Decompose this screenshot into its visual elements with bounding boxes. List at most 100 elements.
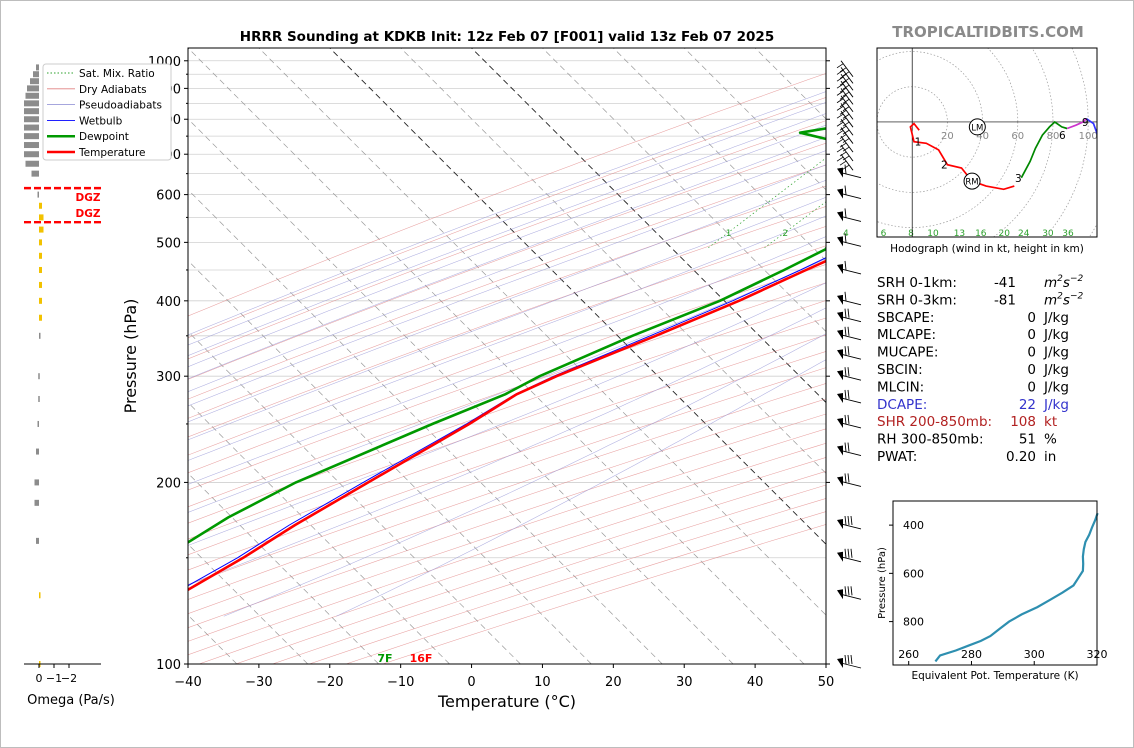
omega-bar <box>39 592 41 599</box>
pseudoadiabat-line <box>188 307 826 585</box>
barb-flag <box>847 414 850 425</box>
mixing-ratio-line <box>959 48 1133 248</box>
theta-e-xtick-label: 320 <box>1087 648 1108 661</box>
index-label: MLCIN: <box>877 379 924 395</box>
barb-flag <box>847 515 850 526</box>
x-tick-label: −30 <box>245 675 272 690</box>
omega-tick-label: 0 <box>36 672 43 685</box>
isotherm-line <box>188 260 592 664</box>
index-value: -81 <box>994 292 1016 308</box>
isotherm-line <box>188 472 379 664</box>
barb-pennant <box>837 188 843 199</box>
omega-bar <box>39 252 42 259</box>
barb-flag <box>836 138 844 144</box>
barb-flag <box>842 138 850 143</box>
barb-flag <box>836 156 844 162</box>
omega-tick-label: −1 <box>46 672 62 685</box>
omega-bar <box>39 239 42 246</box>
index-label: MUCAPE: <box>877 345 938 361</box>
barb-pennant <box>837 417 843 428</box>
omega-bar <box>34 499 39 506</box>
wind-barb <box>836 135 854 153</box>
legend-label: Dewpoint <box>79 131 129 143</box>
barb-pennant <box>837 211 843 222</box>
hodograph-height-label: 6 <box>1059 130 1066 142</box>
index-label: SRH 0-3km: <box>877 292 957 308</box>
x-axis-label: Temperature (°C) <box>437 692 576 711</box>
barb-flag <box>839 110 847 115</box>
dry-adiabat-line <box>199 457 826 664</box>
theta-e-profile <box>934 512 1099 663</box>
isotherm-line <box>542 48 826 333</box>
pseudoadiabat-line <box>188 179 826 423</box>
wind-barb <box>836 60 854 78</box>
hodograph-height-label: 3 <box>1015 173 1022 185</box>
x-tick-label: 0 <box>467 675 475 690</box>
x-tick-label: 10 <box>534 675 551 690</box>
wind-barb <box>836 153 854 171</box>
omega-bar <box>31 170 39 177</box>
barb-flag <box>836 70 844 75</box>
dry-adiabat-line <box>188 334 826 556</box>
barb-flag <box>842 78 850 83</box>
omega-bar <box>38 395 40 402</box>
dry-adiabat-line <box>235 471 826 664</box>
barb-flag <box>842 155 850 161</box>
barb-flag <box>850 548 853 558</box>
pseudoadiabat-line <box>188 164 826 407</box>
barb-flag <box>842 121 850 127</box>
barb-flag <box>847 548 850 558</box>
legend-label: Wetbulb <box>79 115 123 127</box>
dry-adiabat-line <box>188 226 826 456</box>
barb-flag <box>850 586 853 596</box>
index-label: RH 300-850mb: <box>877 432 984 448</box>
index-unit: m2s−2 <box>1044 291 1083 308</box>
surface-temperature-label: 16F <box>410 652 433 665</box>
index-label: PWAT: <box>877 449 917 465</box>
barb-flag <box>844 260 847 271</box>
pseudoadiabat-line <box>188 236 826 485</box>
barb-flag <box>850 515 853 526</box>
pseudoadiabat-line <box>188 91 826 336</box>
dry-adiabat-line <box>188 73 826 317</box>
omega-bar <box>30 78 39 85</box>
mixing-ratio-line <box>824 246 826 248</box>
wind-barb <box>837 654 862 669</box>
hodograph-frame <box>876 47 1098 238</box>
barb-flag <box>844 414 847 425</box>
y-tick-label: 400 <box>156 295 181 310</box>
x-tick-label: 50 <box>818 675 835 690</box>
legend-label: Sat. Mix. Ratio <box>79 68 155 80</box>
pseudoadiabat-line <box>188 282 826 546</box>
theta-e-xtick-label: 300 <box>1024 648 1045 661</box>
barb-staff <box>840 193 862 200</box>
pseudoadiabat-line <box>188 102 826 346</box>
wind-barb <box>837 586 862 600</box>
wind-barb <box>837 233 862 247</box>
index-unit: m2s−2 <box>1044 274 1083 291</box>
y-axis-label: Pressure (hPa) <box>121 299 140 414</box>
barb-staff <box>840 480 862 487</box>
x-tick-label: −20 <box>316 675 343 690</box>
wind-barb <box>836 127 854 144</box>
wind-barb <box>836 110 854 128</box>
omega-bar <box>39 214 44 221</box>
barb-staff <box>840 144 854 162</box>
omega-bar <box>37 420 39 427</box>
isotherm-line <box>613 48 826 262</box>
pseudoadiabat-line <box>188 215 826 461</box>
hodograph-ring-label: 100 <box>1079 131 1098 142</box>
dry-adiabat-line <box>188 245 826 474</box>
barb-staff <box>840 268 862 275</box>
barb-staff <box>840 153 854 171</box>
index-label: SHR 200-850mb: <box>877 414 992 430</box>
index-unit: J/kg <box>1043 345 1069 361</box>
hodograph-height-label: 9 <box>1082 117 1089 129</box>
y-tick-label: 500 <box>156 236 181 251</box>
wind-barb <box>837 548 862 563</box>
wind-barb <box>837 164 862 179</box>
dry-adiabat-line <box>272 484 826 664</box>
barb-pennant <box>837 294 843 305</box>
barb-flag <box>839 125 847 131</box>
barb-flag <box>844 586 847 596</box>
